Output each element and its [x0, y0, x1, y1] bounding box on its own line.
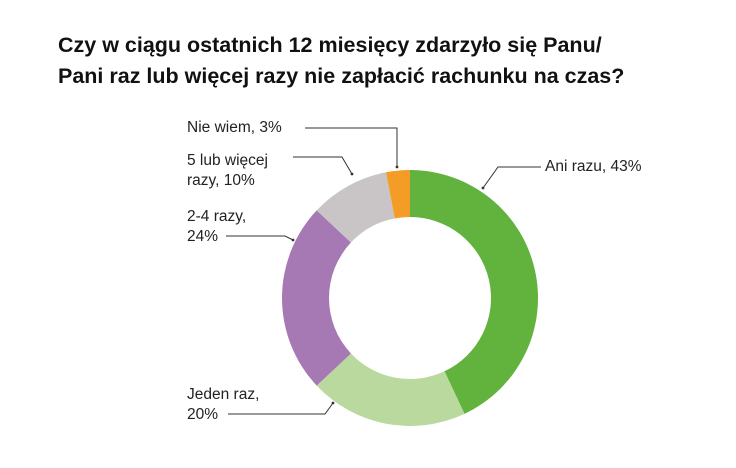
- chart-title-line-1: Czy w ciągu ostatnich 12 miesięcy zdarzy…: [58, 33, 602, 57]
- leader-line: [482, 166, 541, 189]
- leader-line: [226, 235, 294, 241]
- leader-line: [293, 156, 353, 175]
- donut-segment-jeden-raz: [316, 353, 465, 427]
- label-2-4-razy-line-1: 2-4 razy,: [187, 208, 247, 225]
- label-2-4-razy: 2-4 razy, 24%: [187, 207, 246, 247]
- donut-segment-ani-razu: [410, 170, 538, 414]
- label-5-lub-wiecej: 5 lub więcej razy, 10%: [187, 151, 268, 191]
- label-2-4-razy-line-2: 24%: [187, 228, 219, 245]
- label-jeden-raz-line-2: 20%: [187, 406, 219, 423]
- label-5-lub-wiecej-line-1: 5 lub więcej: [187, 152, 268, 169]
- label-jeden-raz: Jeden raz, 20%: [187, 385, 259, 425]
- leader-dot: [331, 401, 335, 405]
- leader-line: [228, 402, 334, 415]
- chart-title: Czy w ciągu ostatnich 12 miesięcy zdarzy…: [58, 30, 718, 92]
- leader-dot: [481, 186, 485, 190]
- donut-segment-nie-wiem: [386, 170, 410, 219]
- leader-line: [305, 127, 398, 167]
- label-jeden-raz-line-1: Jeden raz,: [187, 386, 260, 403]
- donut-segment-5-lub-więcej-razy: [316, 172, 395, 243]
- label-ani-razu: Ani razu, 43%: [545, 158, 642, 175]
- leader-dot: [350, 172, 354, 176]
- chart-title-line-2: Pani raz lub więcej razy nie zapłacić ra…: [58, 64, 625, 88]
- donut-segment-2-4-razy: [281, 210, 351, 386]
- label-nie-wiem: Nie wiem, 3%: [187, 119, 282, 136]
- leader-dot: [395, 165, 399, 169]
- label-5-lub-wiecej-line-2: razy, 10%: [187, 172, 255, 189]
- leader-dot: [291, 238, 295, 242]
